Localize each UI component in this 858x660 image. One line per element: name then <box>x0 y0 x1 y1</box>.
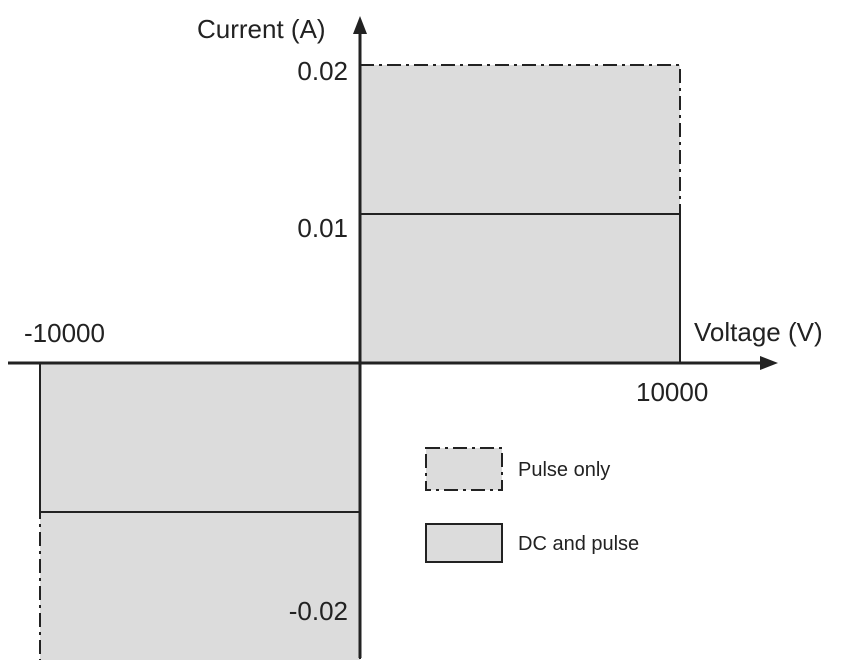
x-axis-arrow <box>760 356 778 370</box>
y-tick-label-002: 0.02 <box>297 56 348 86</box>
x-axis-title: Voltage (V) <box>694 317 823 347</box>
y-axis-title: Current (A) <box>197 14 326 44</box>
y-axis-arrow <box>353 16 367 34</box>
x-tick-label-min: -10000 <box>24 318 105 348</box>
legend-item-dc-and-pulse: DC and pulse <box>425 523 639 563</box>
legend-swatch-pulse-only <box>425 447 503 491</box>
legend-item-pulse-only: Pulse only <box>425 447 610 491</box>
y-tick-label-001: 0.01 <box>297 213 348 243</box>
axes-layer <box>8 16 778 658</box>
regions-layer <box>39 64 681 660</box>
y-tick-label-neg002: -0.02 <box>289 596 348 626</box>
legend-swatch-dc-and-pulse <box>425 523 503 563</box>
legend-label-dc-and-pulse: DC and pulse <box>518 533 639 555</box>
legend: Pulse only DC and pulse <box>425 447 639 563</box>
x-tick-label-max: 10000 <box>636 377 708 407</box>
labels-layer: Voltage (V) Current (A) -10000 10000 0.0… <box>24 14 823 626</box>
legend-label-pulse-only: Pulse only <box>518 459 610 481</box>
